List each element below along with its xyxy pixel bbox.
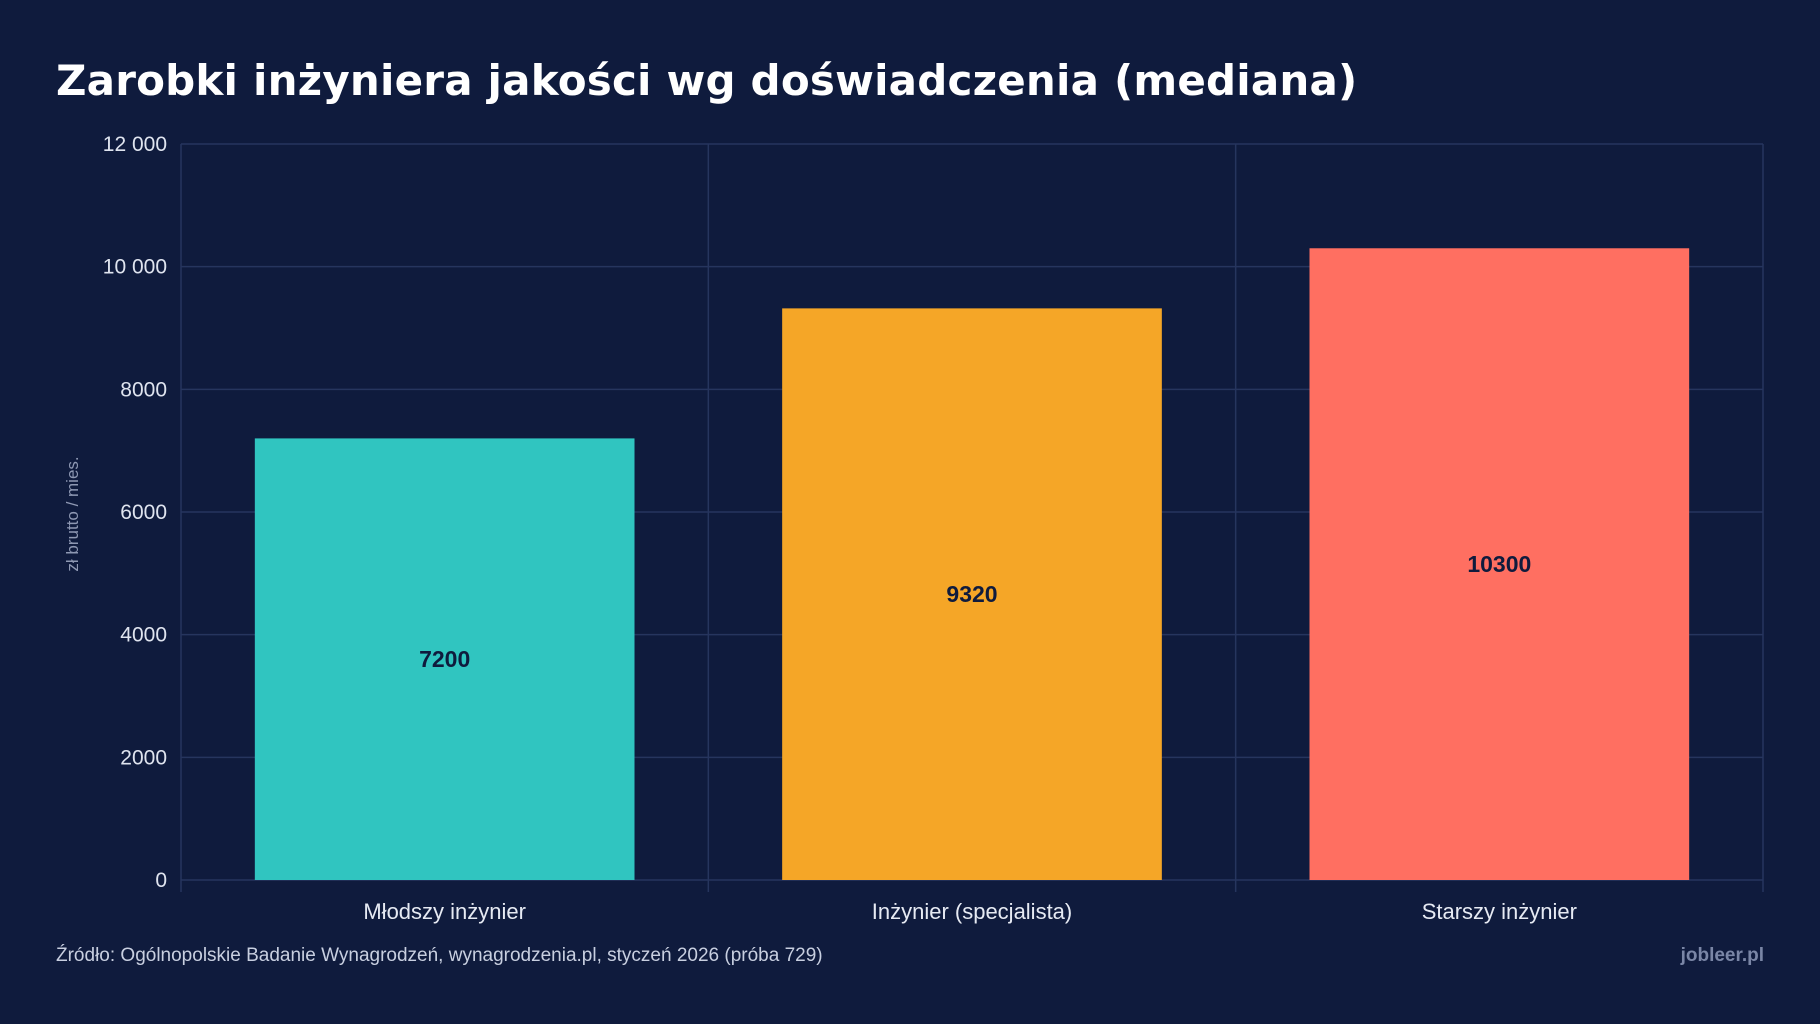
y-tick-label: 10 000 — [103, 256, 167, 279]
x-category-label: Starszy inżynier — [1422, 899, 1577, 924]
page-title: Zarobki inżyniera jakości wg doświadczen… — [56, 56, 1358, 105]
bar-value-label: 10300 — [1467, 551, 1531, 577]
y-tick-label: 6000 — [120, 501, 167, 524]
y-tick-label: 12 000 — [103, 133, 167, 156]
y-tick-label: 2000 — [120, 746, 167, 769]
brand-label: jobleer.pl — [1680, 945, 1764, 966]
bar-value-label: 9320 — [946, 581, 997, 607]
x-category-label: Młodszy inżynier — [363, 899, 526, 924]
bar — [254, 438, 635, 880]
y-axis-title: zł brutto / mies. — [63, 456, 82, 571]
bar-value-label: 7200 — [419, 646, 470, 672]
bar — [1309, 248, 1690, 880]
labels-layer: 0 2000 4000 6000 8000 10 000 12 000 7200 Młodszy… — [63, 133, 1577, 924]
y-tick-label: 8000 — [120, 378, 167, 401]
x-category-label: Inżynier (specjalista) — [872, 899, 1073, 924]
y-tick-label: 0 — [155, 869, 167, 892]
bars-layer — [254, 248, 1690, 881]
source-note: Źródło: Ogólnopolskie Badanie Wynagrodze… — [56, 945, 823, 966]
bar — [782, 308, 1162, 881]
y-tick-label: 4000 — [120, 624, 167, 647]
